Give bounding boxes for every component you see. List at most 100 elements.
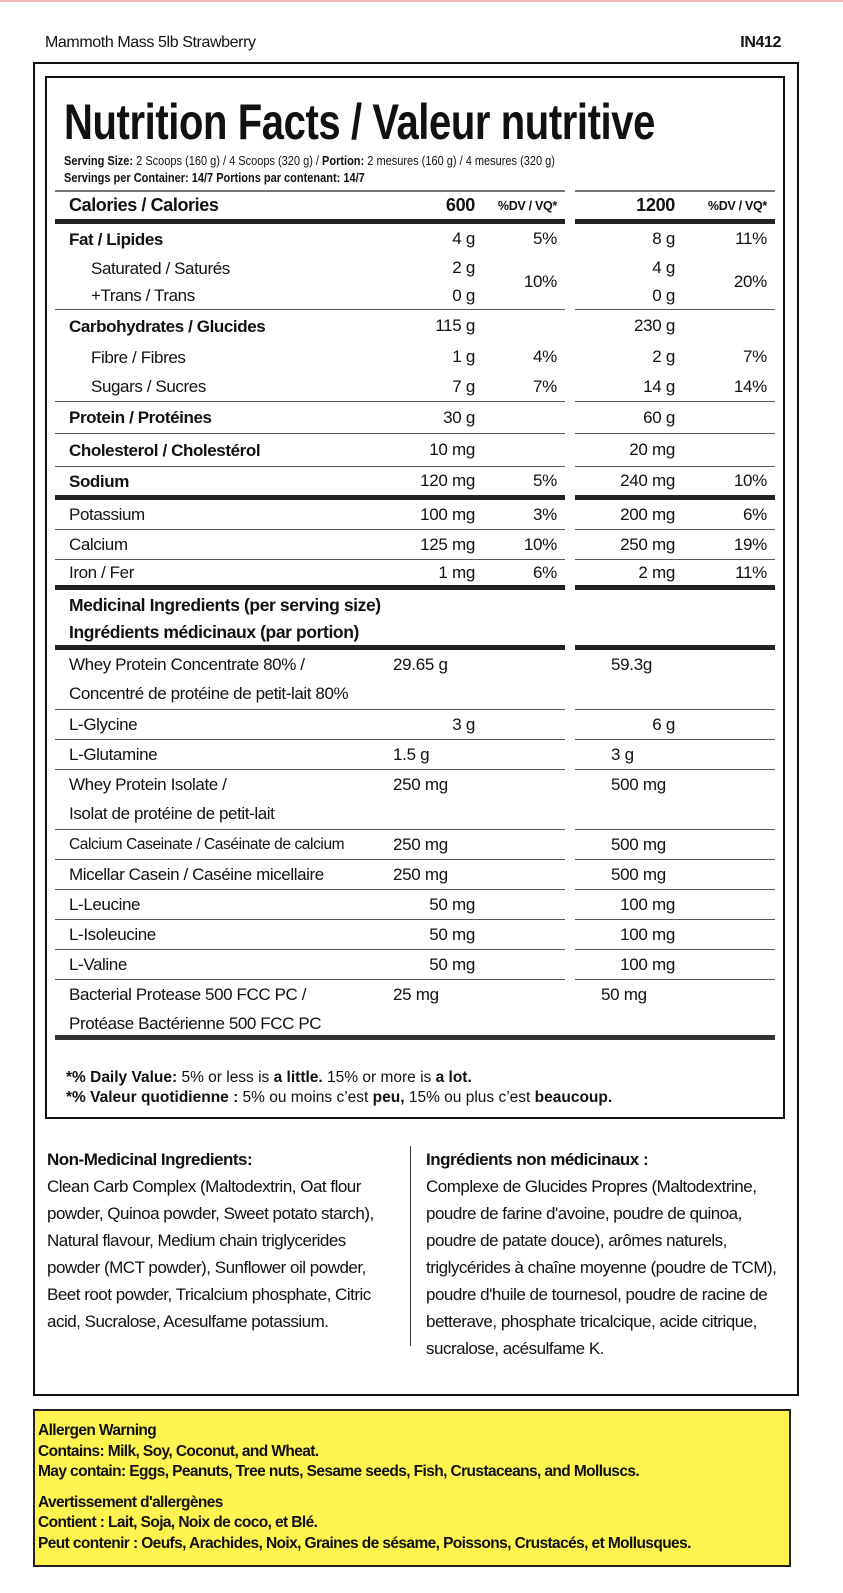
column-divider [410,1146,411,1346]
row-left: Whey Protein Concentrate 80% / Concentré … [55,650,565,710]
medicinal-row: Whey Protein Isolate / Isolat de protéine… [55,770,780,830]
nutrient-label: Potassium [69,505,145,524]
row-right: 0 g [575,282,775,310]
amount-per-serving: 0 g [452,285,475,305]
fn-part: a lot. [435,1069,472,1086]
portion-value: 2 mesures (160 g) / 4 mesures (320 g) [367,154,555,168]
product-code: IN412 [740,34,781,51]
non-medicinal-fr-text: Complexe de Glucides Propres (Maltodextr… [426,1177,777,1358]
row-left: Sugars / Sucres 7 g 7% [55,372,565,402]
ingredient-name: Whey Protein Concentrate 80% / [69,655,305,674]
ingredient-amount-double: 500 mg [611,835,666,854]
ingredient-amount: 29.65 g [393,655,448,674]
medicinal-row: Calcium Caseinate / Caséinate de calcium… [55,830,780,860]
row-right: 100 mg [575,950,775,980]
amount-per-serving: 125 mg [420,534,475,554]
ingredient-amount-double: 100 mg [620,925,675,944]
row-left: L-Leucine 50 mg [55,890,565,920]
ingredient-amount: 1.5 g [393,745,430,764]
ingredient-name: L-Glycine [69,715,138,734]
medicinal-row: L-Glycine 3 g 6 g [55,710,780,740]
non-medicinal-en-text: Clean Carb Complex (Maltodextrin, Oat fl… [47,1177,374,1331]
row-left: Calcium 125 mg 10% [55,530,565,560]
row-left: Micellar Casein / Caséine micellaire 250 … [55,860,565,890]
fn-part: 5% ou moins c’est [238,1089,373,1106]
row-left: Ingrédients médicinaux (par portion) [55,620,565,650]
row-left: Calcium Caseinate / Caséinate de calcium… [55,830,565,860]
calories-double-serving: 1200 [636,195,675,215]
ingredient-label: Calcium Caseinate / Caséinate de calcium [55,830,385,859]
nutrient-label: +Trans / Trans [91,286,195,305]
nutrient-row: +Trans / Trans 0 g 0 g [55,282,780,310]
nutrient-label: Cholesterol / Cholestérol [69,440,261,460]
ingredient-label: L-Glycine [55,710,385,739]
nutrient-label: Carbohydrates / Glucides [69,316,266,336]
amount-per-serving: 120 mg [420,471,475,490]
amount-double-serving: 4 g [652,258,675,277]
row-right: 2 g 7% [575,342,775,372]
fn-part: *% Daily Value: [66,1069,178,1086]
nutrition-table: Calories / Calories 600 %DV / VQ* 1200 %DV /… [55,190,780,1040]
nutrient-label: Calories / Calories [69,195,219,215]
row-right: 200 mg 6% [575,500,775,530]
medicinal-row: L-Glutamine 1.5 g 3 g [55,740,780,770]
fn-part: 15% ou plus c’est [404,1089,535,1106]
amount-per-serving: 1 mg [438,562,475,582]
row-right: 500 mg [575,770,775,830]
ingredient-amount: 25 mg [393,985,439,1004]
allergen-may-contain-en: May contain: Eggs, Peanuts, Tree nuts, S… [38,1463,640,1480]
row-left: L-Isoleucine 50 mg [55,920,565,950]
allergen-title-en: Allergen Warning [38,1422,157,1439]
ingredient-amount: 250 mg [393,775,448,794]
allergen-may-contain-fr: Peut contenir : Oeufs, Arachides, Noix, … [38,1534,691,1552]
row-left: +Trans / Trans 0 g [55,282,565,310]
servings-per-container: Servings per Container: 14/7 Portions pa… [64,171,365,185]
footnote-en: *% Daily Value: 5% or less is a little. … [66,1069,472,1087]
row-left: Cholesterol / Cholestérol 10 mg [55,434,565,467]
row-right: 500 mg [575,830,775,860]
nutrient-label: Calcium [69,535,128,554]
top-edge [0,0,843,2]
daily-value-double: 11% [735,229,767,248]
medicinal-header: Ingrédients médicinaux (par portion) [69,622,359,642]
amount-per-serving: 2 g [452,258,475,277]
nutrient-row: Iron / Fer 1 mg 6% 2 mg 11% [55,560,780,590]
allergen-warning-box: Allergen Warning Contains: Milk, Soy, Co… [33,1409,791,1567]
product-name: Mammoth Mass 5lb Strawberry [45,34,256,51]
serving-size-value: 2 Scoops (160 g) / 4 Scoops (320 g) [136,154,313,168]
ingredient-amount: 250 mg [393,865,448,884]
nutrient-label: Fibre / Fibres [91,347,186,367]
row-right: 240 mg 10% [575,467,775,500]
ingredient-name: L-Valine [69,955,127,974]
dv-header: %DV / VQ* [707,198,767,213]
daily-value-double: 19% [733,534,767,554]
nutrient-row: Sodium 120 mg 5% 240 mg 10% [55,467,780,500]
amount-double-serving: 230 g [633,316,675,335]
amount-per-serving: 115 g [435,316,475,335]
amount-double-serving: 60 g [643,407,675,427]
non-medicinal-fr-title: Ingrédients non médicinaux : [426,1150,649,1169]
ingredient-name: L-Glutamine [69,745,158,764]
row-left: L-Glycine 3 g [55,710,565,740]
row-left: Fat / Lipides 4 g 5% [55,224,565,254]
non-medicinal-en: Non-Medicinal Ingredients: Clean Carb Co… [47,1146,402,1335]
ingredient-label: L-Isoleucine [55,920,385,949]
medicinal-row: L-Leucine 50 mg 100 mg [55,890,780,920]
medicinal-header: Medicinal Ingredients (per serving size) [69,594,381,615]
amount-double-serving: 200 mg [620,504,675,524]
daily-value: 3% [533,504,557,524]
row-right: 100 mg [575,920,775,950]
allergen-contains-fr: Contient : Lait, Soja, Noix de coco, et … [38,1514,318,1531]
ingredient-name: Micellar Casein / Caséine micellaire [69,865,324,884]
ingredient-label: Micellar Casein / Caséine micellaire [55,860,385,889]
amount-per-serving: 100 mg [420,504,475,524]
daily-value: 5% [533,471,557,490]
ingredient-name: Bacterial Protease 500 FCC PC / [69,985,307,1004]
ingredient-amount-double: 100 mg [620,895,675,914]
nutrient-row: Calcium 125 mg 10% 250 mg 19% [55,530,780,560]
nutrition-facts-box [45,76,785,1119]
amount-double-serving: 0 g [652,285,675,305]
daily-value: 10% [523,534,557,554]
ingredient-label: L-Leucine [55,890,385,919]
label-outer-border [33,62,799,1396]
